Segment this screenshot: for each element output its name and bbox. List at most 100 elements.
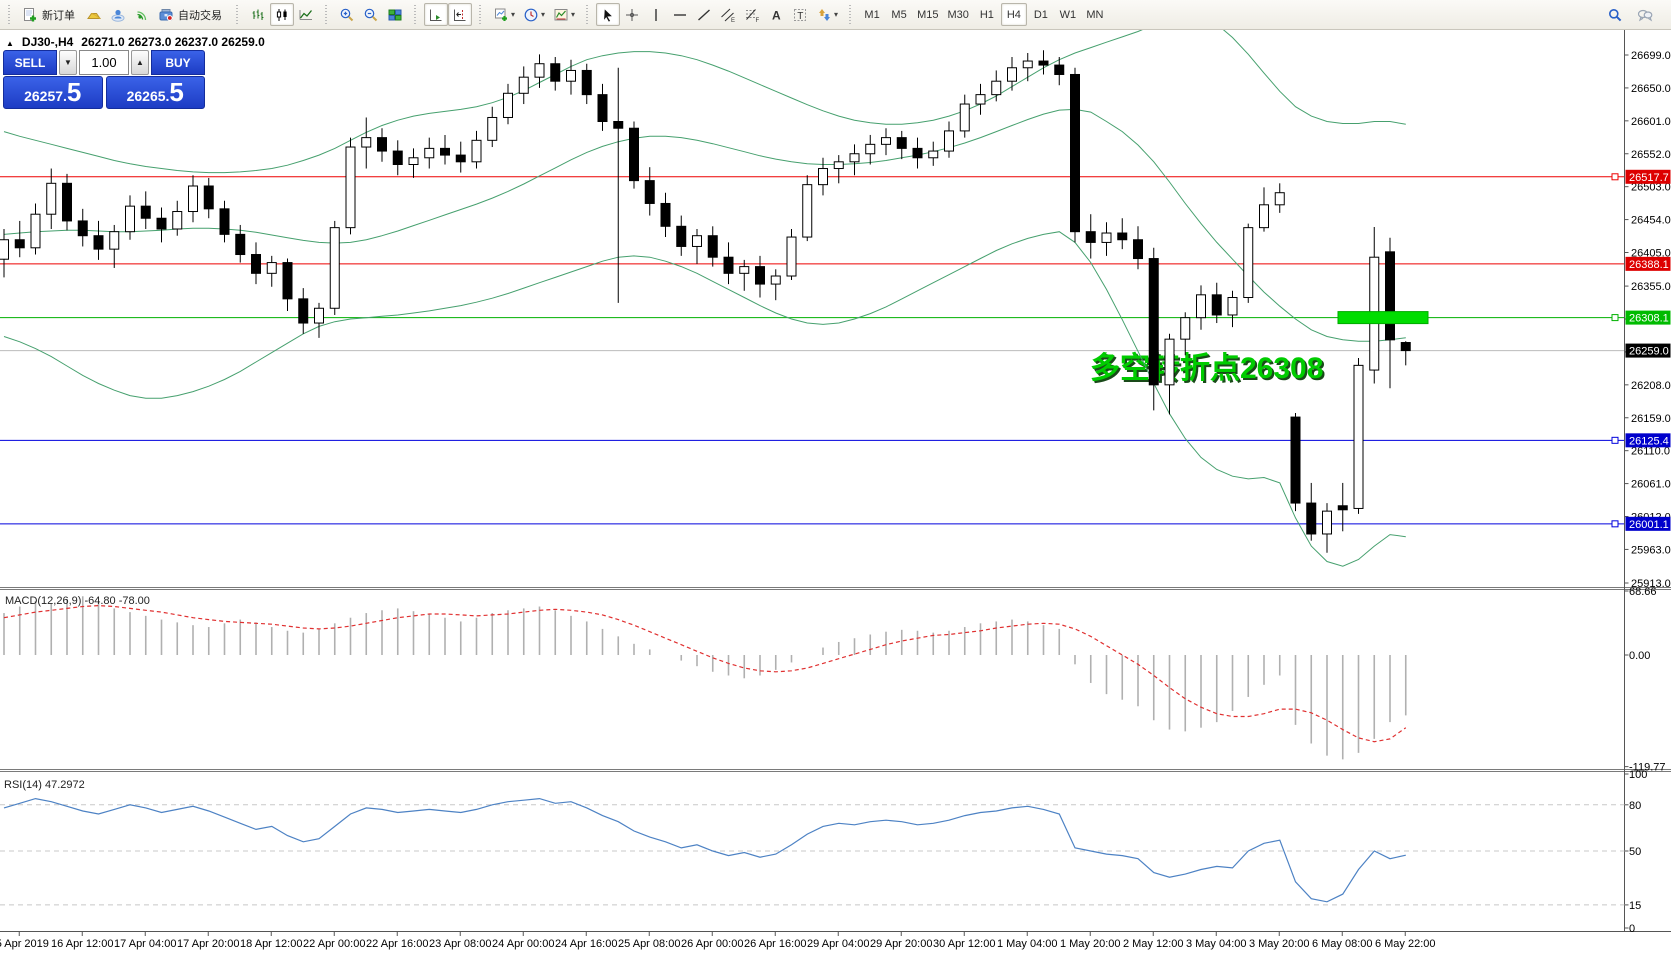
green-zone-rectangle — [1337, 311, 1429, 325]
new-chart-button[interactable]: ▾ — [489, 3, 519, 26]
templates-button[interactable]: ▾ — [549, 3, 579, 26]
sell-price-button[interactable]: 26257. 5 — [3, 76, 103, 109]
fibonacci-button[interactable]: F — [740, 3, 764, 26]
svg-text:0.00: 0.00 — [1629, 650, 1650, 662]
svg-text:3 May 20:00: 3 May 20:00 — [1249, 938, 1310, 950]
svg-text:50: 50 — [1629, 846, 1641, 858]
toolbar-grip[interactable] — [7, 4, 12, 25]
svg-text:26061.0: 26061.0 — [1631, 479, 1671, 491]
toolbar-grip[interactable] — [235, 4, 240, 25]
chat-button[interactable] — [1633, 3, 1657, 26]
dropdown-arrow-icon: ▾ — [511, 10, 516, 19]
toolbar-grip[interactable] — [848, 4, 854, 25]
svg-text:26503.0: 26503.0 — [1631, 182, 1671, 194]
equidistant-channel-button[interactable]: E — [716, 3, 740, 26]
volume-input[interactable]: 1.00 — [79, 50, 129, 75]
signals-button[interactable] — [130, 3, 154, 26]
buy-price-button[interactable]: 26265. 5 — [105, 76, 205, 109]
volume-down-button[interactable]: ▼ — [59, 50, 77, 75]
new-order-button[interactable]: 新订单 — [18, 3, 82, 26]
zoom-out-button[interactable] — [359, 3, 383, 26]
vertical-line-button[interactable] — [644, 3, 668, 26]
svg-text:26355.0: 26355.0 — [1631, 281, 1671, 293]
buy-button[interactable]: BUY — [151, 50, 205, 75]
timeframe-m1[interactable]: M1 — [864, 8, 880, 21]
community-button[interactable] — [106, 3, 130, 26]
svg-text:26110.0: 26110.0 — [1631, 446, 1670, 458]
timeframe-m30[interactable]: M30 — [947, 8, 969, 21]
trendline-button[interactable] — [692, 3, 716, 26]
autotrading-button[interactable]: 自动交易 — [154, 3, 229, 26]
profiles-button[interactable]: ▾ — [519, 3, 549, 26]
toolbar-right — [1603, 3, 1667, 26]
gold-icon — [87, 12, 101, 19]
text-button[interactable]: A — [764, 3, 788, 26]
svg-text:15 Apr 2019: 15 Apr 2019 — [0, 938, 49, 950]
line-chart-button[interactable] — [294, 3, 318, 26]
svg-text:26552.0: 26552.0 — [1631, 149, 1671, 161]
toolbar-grip[interactable] — [478, 4, 483, 25]
svg-text:-119.77: -119.77 — [1629, 762, 1666, 774]
tile-windows-button[interactable] — [383, 3, 407, 26]
dropdown-arrow-icon: ▾ — [571, 10, 576, 19]
chart-type-group — [243, 1, 321, 29]
crosshair-button[interactable] — [620, 3, 644, 26]
svg-text:6 May 08:00: 6 May 08:00 — [1312, 938, 1373, 950]
svg-text:MACD(12,26,9) -64.80 -78.00: MACD(12,26,9) -64.80 -78.00 — [5, 595, 150, 607]
timeframe-w1[interactable]: W1 — [1059, 8, 1077, 21]
text-label-button[interactable]: T — [788, 3, 812, 26]
zoom-in-button[interactable] — [335, 3, 359, 26]
arrows-button[interactable]: ▾ — [812, 3, 842, 26]
arrows-icon — [819, 8, 831, 21]
symbol-title: DJ30-,H4 — [21, 35, 74, 49]
chart-shift-button[interactable] — [448, 3, 472, 26]
svg-text:24 Apr 00:00: 24 Apr 00:00 — [492, 938, 554, 950]
support-zone-box[interactable] — [1337, 311, 1429, 325]
candlestick-chart-button[interactable] — [270, 3, 294, 26]
timeframe-m5[interactable]: M5 — [891, 8, 907, 21]
svg-text:25 Apr 08:00: 25 Apr 08:00 — [618, 938, 680, 950]
svg-text:多空转折点26308: 多空转折点26308 — [1092, 354, 1325, 387]
toolbar-grip[interactable] — [324, 4, 329, 25]
sell-button[interactable]: SELL — [3, 50, 57, 75]
svg-text:26405.0: 26405.0 — [1631, 248, 1671, 260]
horizontal-line-button[interactable] — [668, 3, 692, 26]
one-click-trading-panel: SELL ▼ 1.00 ▲ BUY 26257. 5 26265. 5 — [3, 50, 205, 110]
bollinger-bands — [3, 30, 1406, 567]
volume-up-button[interactable]: ▲ — [131, 50, 149, 75]
svg-text:16 Apr 12:00: 16 Apr 12:00 — [51, 938, 113, 950]
standard-toolbar: 新订单 自动交易 — [15, 1, 232, 29]
vertical-line-icon — [655, 8, 657, 21]
chat-icon — [1637, 9, 1653, 21]
svg-text:T: T — [797, 11, 803, 22]
svg-text:23 Apr 08:00: 23 Apr 08:00 — [429, 938, 491, 950]
market-button[interactable] — [82, 3, 106, 26]
svg-text:26259.0: 26259.0 — [1629, 346, 1669, 358]
svg-text:26650.0: 26650.0 — [1631, 83, 1671, 95]
timeframe-h4[interactable]: H4 — [1000, 3, 1027, 26]
svg-text:26388.1: 26388.1 — [1629, 259, 1669, 271]
svg-text:25913.0: 25913.0 — [1631, 578, 1671, 590]
symbol-ohlc: 26271.0 26273.0 26237.0 26259.0 — [81, 35, 265, 49]
timeframe-h1[interactable]: H1 — [979, 8, 994, 21]
auto-scroll-button[interactable] — [424, 3, 448, 26]
timeframe-m15[interactable]: M15 — [917, 8, 939, 21]
new-order-label: 新订单 — [42, 9, 75, 22]
toolbar-grip[interactable] — [585, 4, 591, 25]
collapse-arrow-icon[interactable]: ▲ — [6, 39, 14, 48]
chart-window: 多空转折点26308 多空转折点26308 26699.0 26650.0 26601.… — [0, 30, 1671, 953]
toolbar-grip[interactable] — [413, 4, 418, 25]
timeframe-d1[interactable]: D1 — [1033, 8, 1048, 21]
svg-text:18 Apr 12:00: 18 Apr 12:00 — [240, 938, 302, 950]
new-chart-icon — [495, 8, 507, 21]
svg-text:E: E — [731, 18, 735, 23]
svg-text:26699.0: 26699.0 — [1631, 50, 1671, 62]
bar-chart-button[interactable] — [246, 3, 270, 26]
search-button[interactable] — [1603, 3, 1627, 26]
cursor-button[interactable] — [596, 3, 621, 26]
sell-price-main: 26257. — [24, 88, 67, 104]
crosshair-icon — [626, 8, 639, 21]
timeframe-mn[interactable]: MN — [1086, 8, 1104, 21]
